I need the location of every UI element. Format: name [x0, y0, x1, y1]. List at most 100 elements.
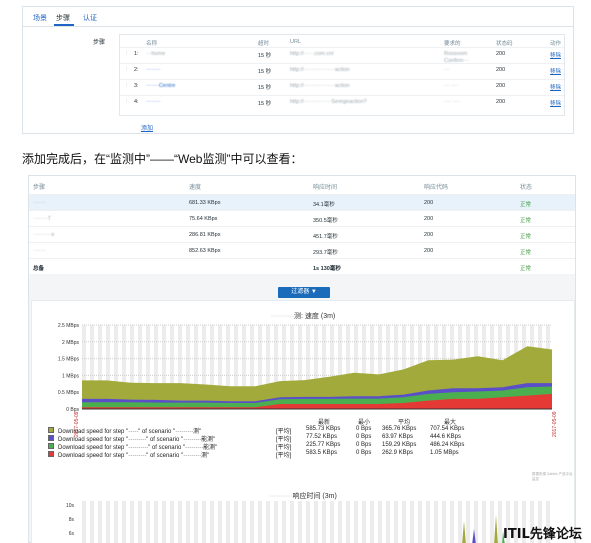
- legend-last: 225.77 KBps: [306, 442, 341, 448]
- web-steps-table: 步骤 速度 响应时间 响应代码 状态 ······· 681.33 KBps 3…: [29, 176, 575, 274]
- grid-stripe: [266, 501, 270, 543]
- grid-stripe: [162, 325, 166, 409]
- tab-auth[interactable]: 认证: [83, 15, 97, 22]
- y-tick-label: 1.5 MBps: [58, 357, 80, 363]
- table-total-row: 总备 1s 130毫秒 正常: [29, 258, 575, 274]
- col-header-action: 动作: [550, 41, 562, 47]
- grid-stripe: [90, 325, 94, 409]
- y-tick-label: 6s: [69, 531, 75, 537]
- grid-stripe: [98, 501, 102, 543]
- grid-stripe: [154, 325, 158, 409]
- remove-step-link[interactable]: 移除: [550, 101, 562, 107]
- step-url: http://·················action: [290, 83, 350, 89]
- speed-graph-card: ··········测: 速度 (3m) 2.5 MBps 2 MBps 1.5 M…: [31, 300, 575, 543]
- step-speed: 681.33 KBps: [189, 200, 221, 206]
- x-axis-start-label: 2017-05-09: [74, 411, 80, 437]
- legend-swatch: [48, 435, 54, 441]
- legend-swatch: [48, 427, 54, 433]
- legend-label: Download speed for step "··········" of …: [58, 445, 218, 451]
- total-response: 1s 130毫秒: [313, 266, 341, 272]
- step-num: 3:: [134, 83, 139, 89]
- grid-stripe: [114, 501, 118, 543]
- legend-last: 583.5 KBps: [306, 450, 338, 456]
- grid-stripe: [322, 501, 326, 543]
- graph-credit: 数据来源 Zabbix 产品平台监控: [532, 472, 573, 481]
- remove-step-link[interactable]: 移除: [550, 69, 562, 75]
- drag-handle-icon[interactable]: ⋮: [124, 83, 130, 89]
- watermark-text: ITIL先锋论坛: [503, 527, 582, 542]
- step-name[interactable]: ········: [146, 99, 161, 105]
- legend-agg: [平均]: [276, 445, 292, 451]
- legend-max: 707.54 KBps: [430, 426, 465, 432]
- step-code: 200: [424, 216, 434, 222]
- tab-steps[interactable]: 步骤: [56, 15, 70, 22]
- step-timeout: 15 秒: [258, 101, 272, 107]
- add-step-link[interactable]: 添加: [141, 126, 154, 132]
- response-spike: [502, 531, 505, 543]
- graph-title-suffix: 响应时间 (3m): [292, 493, 337, 500]
- step-response: 34.1毫秒: [313, 202, 335, 208]
- grid-stripe: [506, 501, 510, 543]
- tab-scenario[interactable]: 场景: [33, 15, 47, 22]
- drag-handle-icon[interactable]: ⋮: [124, 67, 130, 73]
- step-name[interactable]: ········: [146, 67, 161, 73]
- filter-button[interactable]: 过滤器 ▼: [278, 287, 330, 298]
- grid-stripe: [194, 501, 198, 543]
- step-row: ⋮ 3: ·······Centre 15 秒 http://·········…: [120, 79, 564, 95]
- grid-stripe: [314, 501, 318, 543]
- step-num: 4:: [134, 99, 139, 105]
- grid-stripe: [250, 325, 254, 409]
- col-header-code: 响应代码: [424, 185, 449, 191]
- status-badge: 正常: [520, 250, 532, 256]
- drag-handle-icon[interactable]: ⋮: [124, 99, 130, 105]
- step-num: 1:: [134, 51, 139, 57]
- area-series-4: [82, 393, 552, 409]
- col-header-speed: 速度: [189, 185, 202, 191]
- grid-stripe: [474, 501, 478, 543]
- grid-stripe: [106, 325, 110, 409]
- grid-stripe: [242, 325, 246, 409]
- grid-stripe: [282, 325, 286, 409]
- grid-stripe: [194, 325, 198, 409]
- legend-row: Download speed for step "·········" of s…: [48, 434, 568, 443]
- drag-handle-icon[interactable]: ⋮: [124, 51, 130, 57]
- legend-avg: 63.97 KBps: [382, 434, 414, 440]
- remove-step-link[interactable]: 移除: [550, 85, 562, 91]
- grid-stripe: [362, 325, 366, 409]
- step-required: ···· ····: [444, 99, 461, 105]
- legend-agg: [平均]: [276, 437, 292, 443]
- step-timeout: 15 秒: [258, 53, 272, 59]
- grid-stripe: [298, 501, 302, 543]
- step-num: 2:: [134, 67, 139, 73]
- step-name: ··········e: [33, 232, 55, 238]
- grid-stripe: [122, 501, 126, 543]
- grid-stripe: [546, 501, 550, 543]
- remove-step-link[interactable]: 移除: [550, 53, 562, 59]
- grid-stripe: [290, 501, 294, 543]
- y-tick-label: 1 MBps: [62, 373, 79, 379]
- x-axis-end-label: 2017-05-09: [552, 411, 558, 437]
- col-header-required: 要求的: [444, 41, 461, 47]
- legend-label: Download speed for step "·········" of s…: [58, 453, 210, 459]
- chart-areas: [82, 346, 552, 410]
- grid-stripe: [258, 501, 262, 543]
- grid-stripe: [514, 501, 518, 543]
- grid-stripe: [362, 501, 366, 543]
- grid-stripe: [90, 501, 94, 543]
- y-tick-label: 0.5 MBps: [58, 390, 80, 396]
- grid-stripe: [530, 501, 534, 543]
- step-name[interactable]: ···home: [146, 51, 166, 57]
- grid-stripe: [434, 501, 438, 543]
- legend-min: 0 Bps: [356, 434, 372, 440]
- graph-title-suffix: 测: 速度 (3m): [294, 313, 336, 320]
- grid-stripe: [146, 325, 150, 409]
- step-name: ········T: [33, 216, 52, 222]
- step-name[interactable]: ·······Centre: [146, 83, 176, 89]
- y-tick-label: 10s: [66, 503, 75, 509]
- active-tab-indicator: [54, 24, 74, 26]
- grid-stripe: [418, 501, 422, 543]
- col-header-status: 状态: [520, 185, 533, 191]
- table-row: ········T 75.64 KBps 350.5毫秒 200 正常: [29, 210, 575, 226]
- graph-title-hidden: ··········: [270, 313, 295, 320]
- grid-stripe: [386, 501, 390, 543]
